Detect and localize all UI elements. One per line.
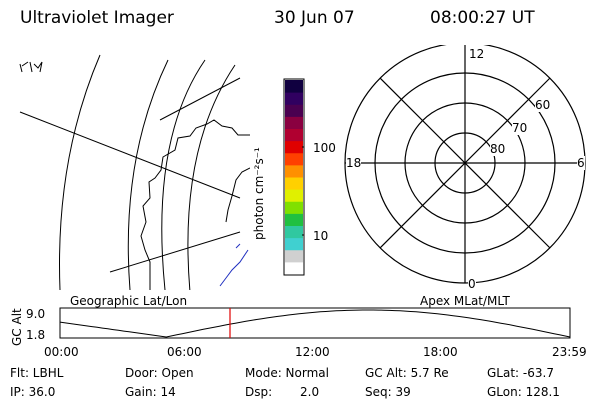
gain-info: Gain: 14 (125, 385, 176, 399)
ip-info: IP: 36.0 (10, 385, 56, 399)
colorbar-segment (285, 104, 303, 117)
colorbar-segment (285, 213, 303, 226)
lon-line (109, 231, 241, 273)
colorbar-segment (285, 225, 303, 239)
lon-line (19, 111, 241, 199)
altitude-ytick-low: 1.8 (26, 328, 46, 342)
blue-coastline (235, 243, 241, 249)
colorbar-tick-100: 100 (313, 141, 336, 155)
altitude-curve (59, 309, 571, 338)
colorbar-segment (285, 128, 303, 142)
mlt-label-12: 12 (469, 47, 485, 61)
colorbar-segment (285, 116, 303, 129)
mlt-label-0: 0 (468, 277, 476, 291)
date-label: 30 Jun 07 (274, 8, 355, 28)
altitude-axis-label: GC Alt (10, 308, 24, 346)
xtick-0600: 06:00 (167, 345, 202, 359)
mlat-label-80: 80 (490, 142, 506, 156)
glon-info: GLon: 128.1 (487, 385, 560, 399)
altitude-strip (59, 307, 571, 339)
colorbar-segment (285, 92, 303, 105)
lat-line (127, 59, 169, 290)
door-info: Door: Open (125, 366, 194, 380)
colorbar-segment (285, 140, 303, 154)
time-label: 08:00:27 UT (430, 8, 535, 28)
colorbar-segment (285, 152, 303, 166)
colorbar-tick-10: 10 (313, 229, 329, 243)
colorbar (283, 78, 305, 276)
colorbar-segment (285, 201, 303, 214)
lat-line (187, 64, 236, 290)
xtick-1800: 18:00 (423, 345, 458, 359)
xtick-0000: 00:00 (44, 345, 79, 359)
glat-info: GLat: -63.7 (487, 366, 554, 380)
blue-coastline (219, 249, 249, 287)
mode-info: Mode: Normal (245, 366, 329, 380)
colorbar-segment (285, 261, 303, 275)
colorbar-segment (285, 177, 303, 190)
colorbar-segment (285, 164, 303, 178)
mlat-label-70: 70 (512, 121, 528, 135)
lat-line (59, 54, 101, 290)
colorbar-segment (285, 189, 303, 202)
xtick-1200: 12:00 (295, 345, 330, 359)
app-title: Ultraviolet Imager (20, 8, 174, 28)
colorbar-segment (285, 237, 303, 251)
dsp-key: Dsp: (245, 385, 273, 399)
mlt-label-18: 18 (346, 156, 362, 170)
xtick-2359: 23:59 (552, 345, 587, 359)
mlt-label-6: 6 (577, 156, 585, 170)
colorbar-axis-label: photon cm⁻²s⁻¹ (252, 147, 266, 240)
altitude-ytick-high: 9.0 (26, 307, 46, 321)
lat-line (161, 59, 206, 290)
seq-info: Seq: 39 (365, 385, 411, 399)
polar-plot (344, 45, 586, 284)
geographic-caption: Geographic Lat/Lon (70, 294, 188, 308)
mlt-meridian (379, 77, 551, 249)
flt-info: Flt: LBHL (10, 366, 64, 380)
mlat-label-60: 60 (535, 98, 551, 112)
gcalt-info: GC Alt: 5.7 Re (365, 366, 449, 380)
colorbar-segment (285, 80, 303, 93)
dsp-value: 2.0 (300, 385, 320, 399)
coastline (140, 119, 250, 290)
altitude-strip-frame (59, 307, 571, 339)
colorbar-segment (285, 249, 303, 263)
coastline (225, 167, 250, 223)
handwritten-mark (19, 61, 43, 73)
lon-line (159, 77, 241, 121)
polar-caption: Apex MLat/MLT (420, 294, 510, 308)
